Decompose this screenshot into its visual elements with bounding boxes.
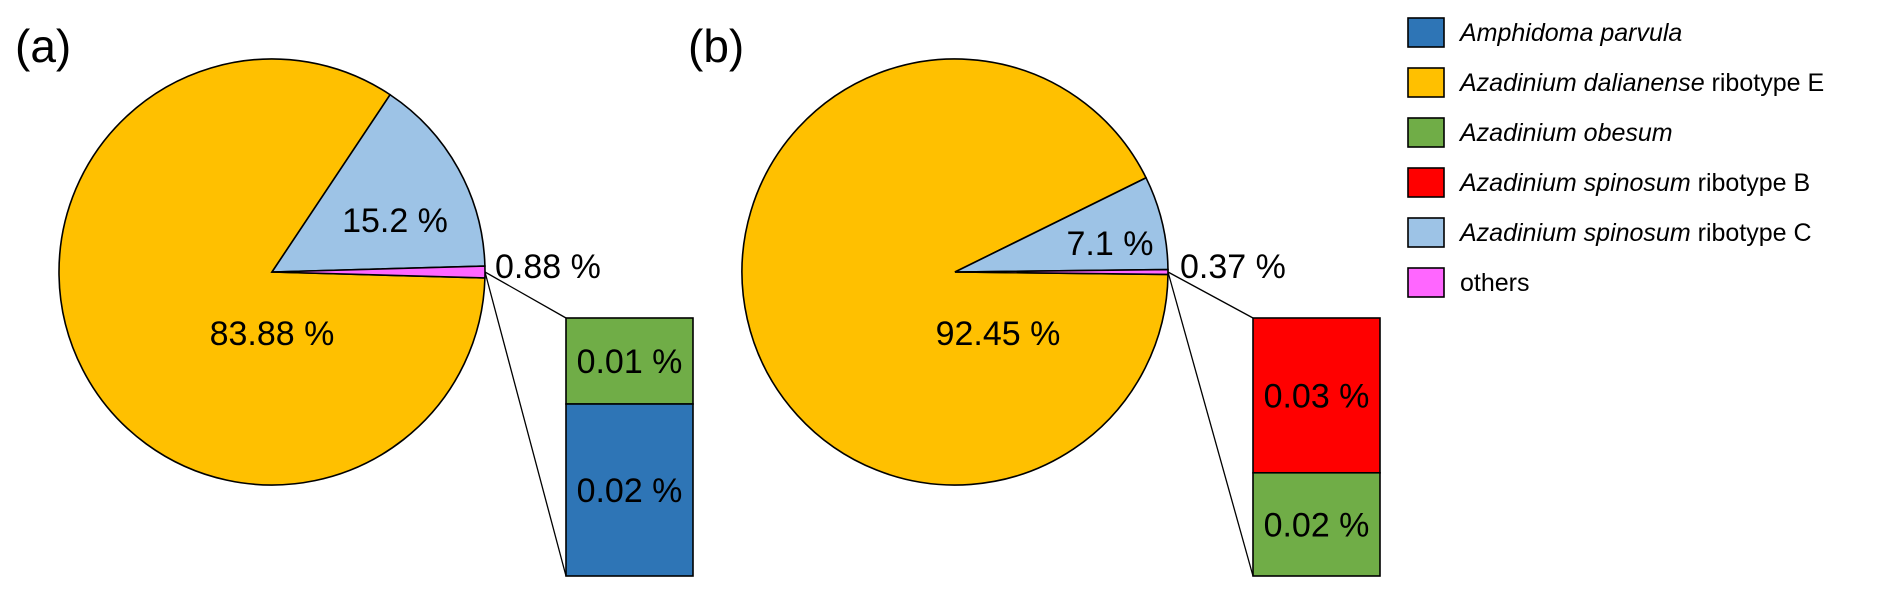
legend-label: Azadinium spinosum ribotype B <box>1458 169 1810 197</box>
legend-label: Azadinium dalianense ribotype E <box>1458 69 1824 97</box>
legend-label: Azadinium spinosum ribotype C <box>1458 219 1812 247</box>
breakout-label-azadinium-spinosum-ribotype-b: 0.03 % <box>1264 377 1370 415</box>
panel-a: (a) 83.88 % 15.2 % 0.88 % 0.01 % 0.02 % <box>15 20 694 577</box>
legend-entry-spinosumC: Azadinium spinosum ribotype C <box>1407 217 1812 248</box>
panel-b: (b) 92.45 % 7.1 % 0.37 % 0.03 % 0.02 % <box>688 20 1381 577</box>
breakout-label-azadinium-obesum: 0.01 % <box>577 343 683 381</box>
breakout-label-amphidoma-parvula: 0.02 % <box>577 472 683 510</box>
legend-label: Azadinium obesum <box>1458 119 1673 147</box>
slice-label-azadinium-spinosum-ribotype-c: 15.2 % <box>342 202 448 240</box>
connector-line-top <box>484 271 567 319</box>
legend-swatch <box>1407 117 1445 148</box>
legend-label: others <box>1460 269 1529 297</box>
slice-label-azadinium-dalianense-ribotype-e: 83.88 % <box>210 315 335 353</box>
panel-label: (a) <box>15 20 71 72</box>
breakout-segment-azadinium-spinosum-ribotype-b <box>1252 317 1381 474</box>
legend-entry-others: others <box>1407 267 1529 298</box>
legend-entry-obesum: Azadinium obesum <box>1407 117 1673 148</box>
panel-label: (b) <box>688 20 744 72</box>
breakout-segment-azadinium-obesum <box>565 317 694 405</box>
legend-swatch <box>1407 17 1445 48</box>
legend-swatch <box>1407 167 1445 198</box>
legend-swatch <box>1407 267 1445 298</box>
connector-line-bottom <box>1167 271 1254 577</box>
legend-entry-spinosumB: Azadinium spinosum ribotype B <box>1407 167 1810 198</box>
legend-label: Amphidoma parvula <box>1458 19 1682 47</box>
legend-swatch <box>1407 217 1445 248</box>
legend-swatch <box>1407 67 1445 98</box>
pie-slice-azadinium-spinosum-ribotype-c <box>270 93 486 273</box>
slice-label-azadinium-spinosum-ribotype-c: 7.1 % <box>1067 225 1154 263</box>
slice-label-others: 0.88 % <box>495 248 601 286</box>
legend: Amphidoma parvula Azadinium dalianense ri… <box>1407 17 1824 298</box>
legend-entry-dalianense: Azadinium dalianense ribotype E <box>1407 67 1824 98</box>
slice-label-others: 0.37 % <box>1180 248 1286 286</box>
legend-entry-amphidoma: Amphidoma parvula <box>1407 17 1682 48</box>
connector-line-top <box>1167 271 1254 319</box>
breakout-segment-amphidoma-parvula <box>565 403 694 577</box>
connector-line-bottom <box>484 271 567 577</box>
breakout-label-azadinium-obesum: 0.02 % <box>1264 506 1370 544</box>
breakout-segment-azadinium-obesum <box>1252 471 1381 577</box>
slice-label-azadinium-dalianense-ribotype-e: 92.45 % <box>936 315 1061 353</box>
